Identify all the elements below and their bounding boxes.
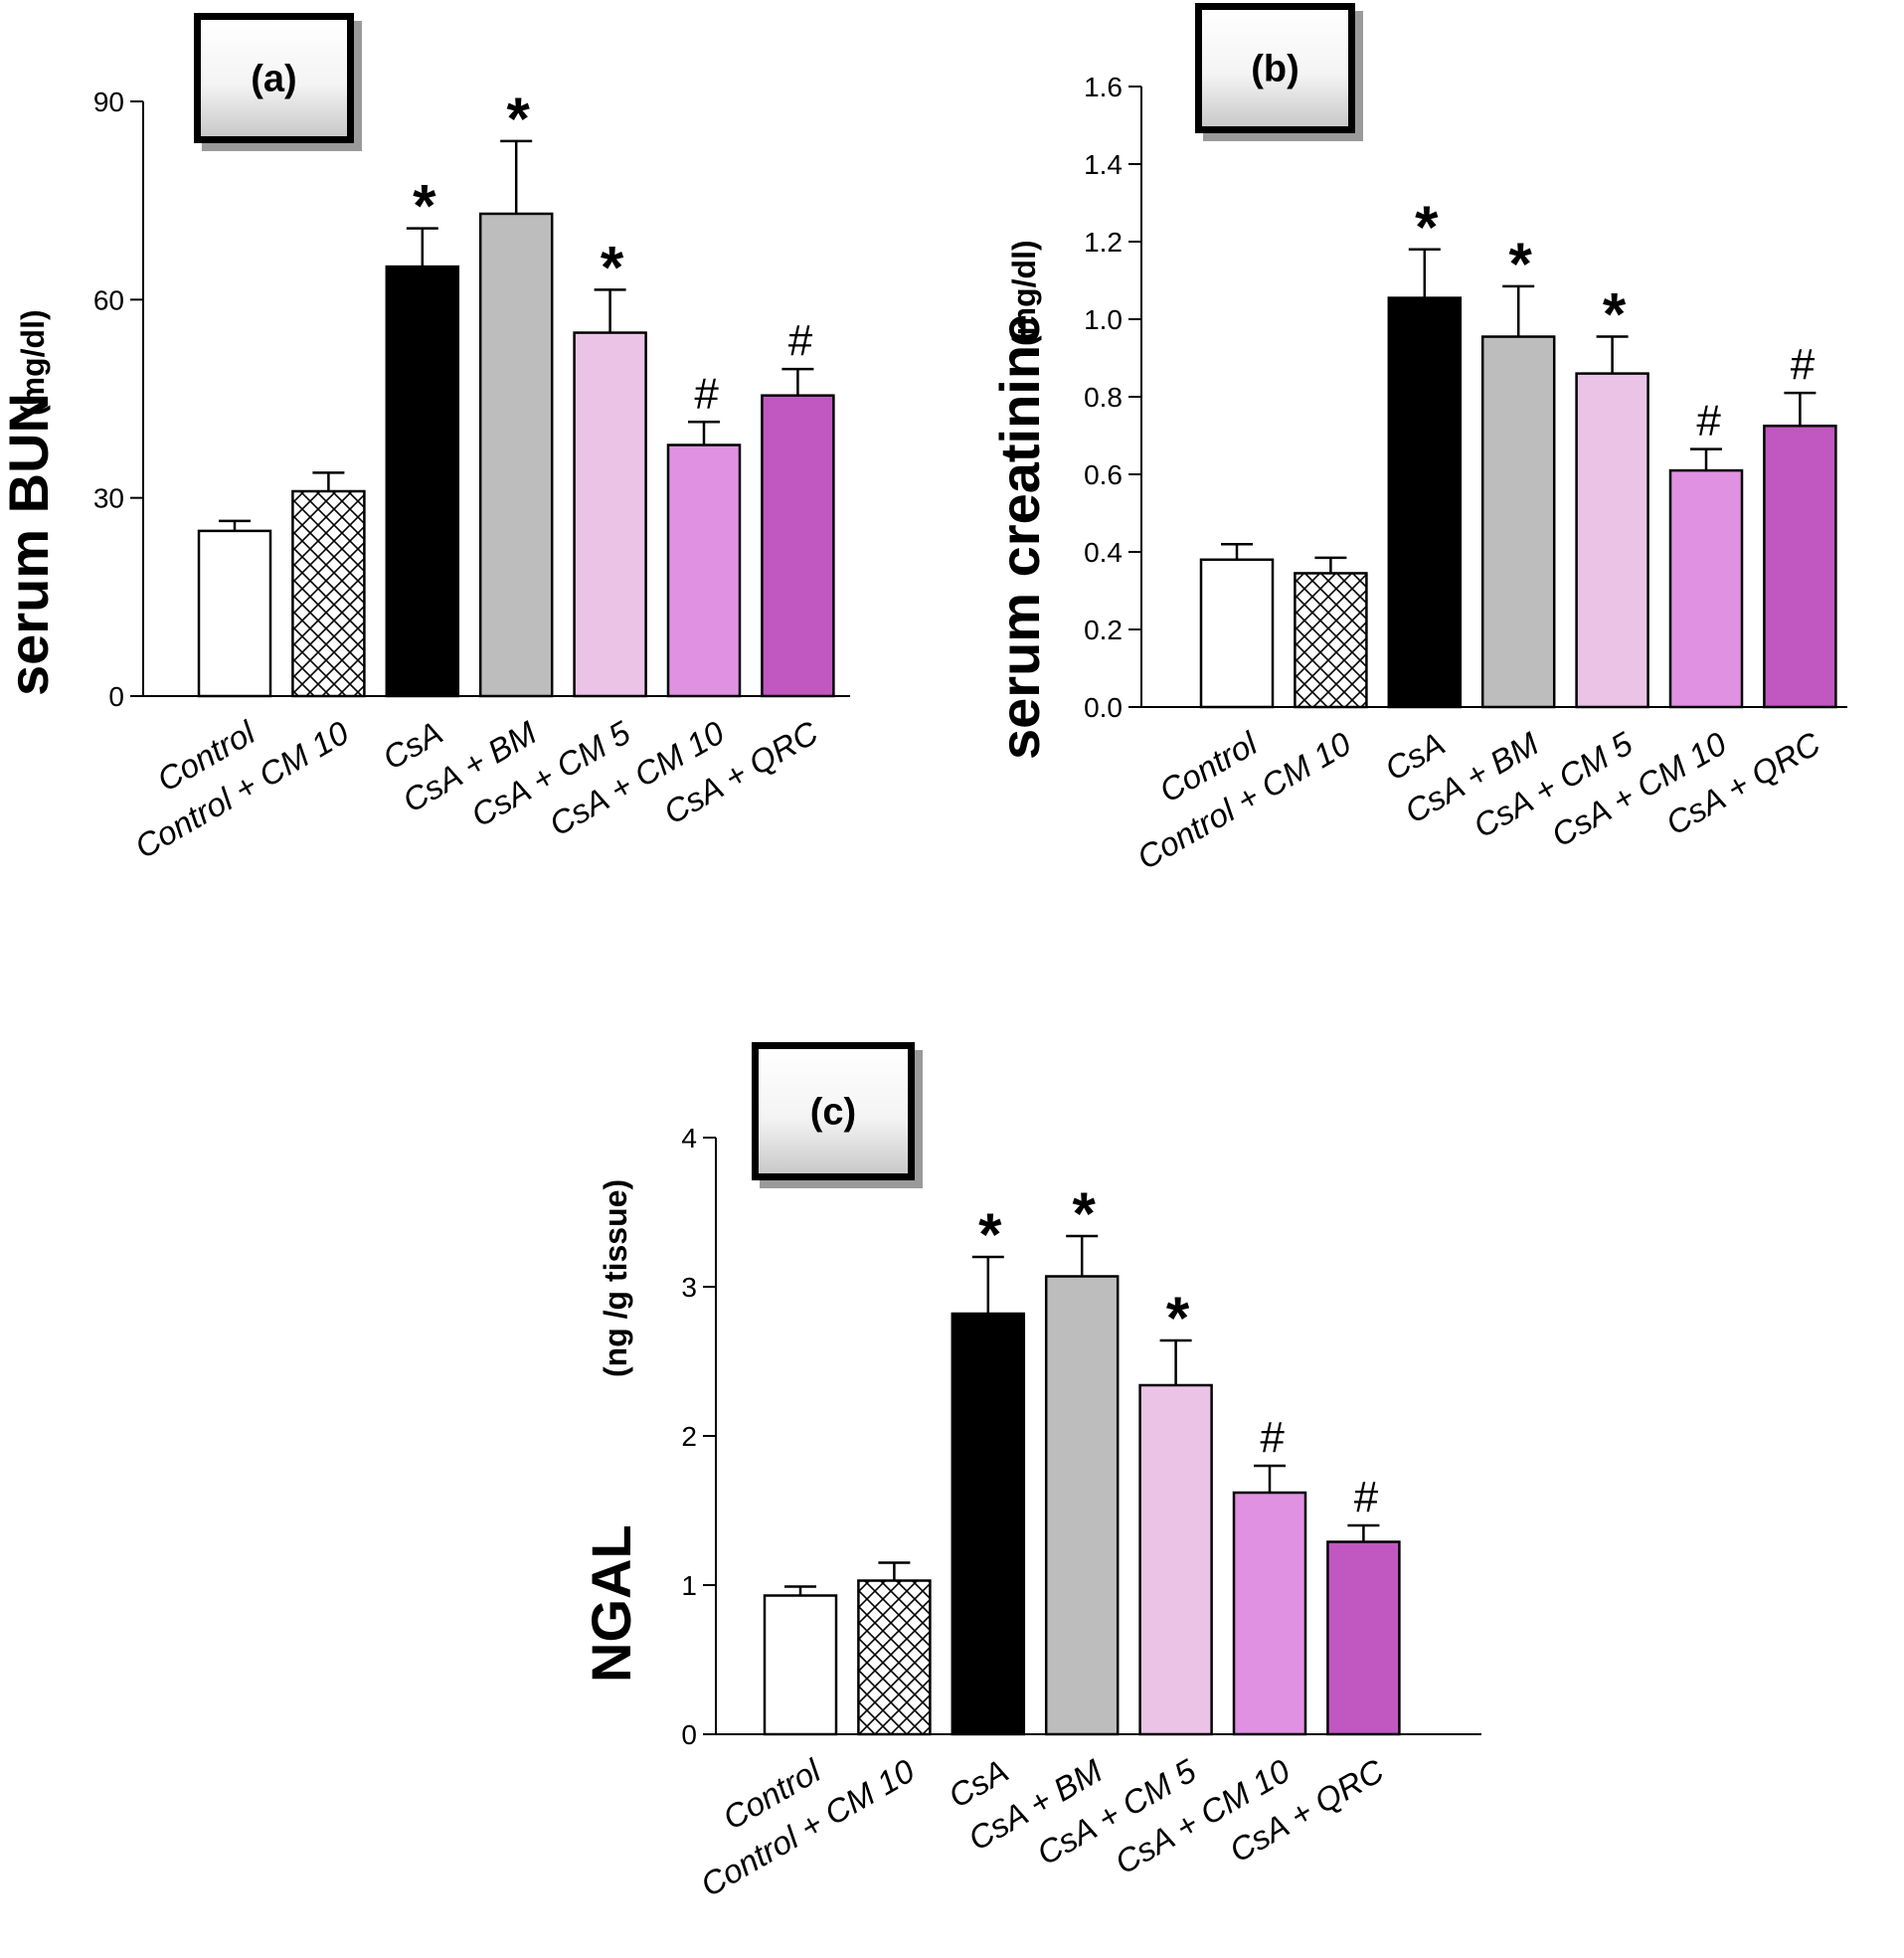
bar xyxy=(1575,372,1649,709)
y-axis-unit: (mg/dl) xyxy=(15,309,51,416)
y-tick-label: 1.0 xyxy=(1084,304,1123,335)
panel-label-box xyxy=(201,20,347,136)
y-tick-label: 30 xyxy=(93,483,124,514)
y-tick-label: 3 xyxy=(681,1272,697,1303)
y-axis-unit: (mg/dl) xyxy=(1006,240,1042,346)
y-tick-label: 0.8 xyxy=(1084,382,1123,413)
significance-star: * xyxy=(1415,194,1439,261)
bar xyxy=(666,444,742,698)
panel-label: (c) xyxy=(810,1092,856,1134)
bar xyxy=(573,331,647,698)
significance-hash: # xyxy=(1696,397,1721,445)
panel-label-box xyxy=(759,1049,908,1173)
bar xyxy=(761,394,835,698)
significance-hash: # xyxy=(1790,340,1815,389)
significance-star: * xyxy=(1509,231,1533,297)
significance-star: * xyxy=(601,234,624,300)
y-tick-label: 0.0 xyxy=(1084,692,1123,723)
y-axis-title: serum BUN xyxy=(0,393,60,696)
y-tick-label: 2 xyxy=(681,1421,697,1452)
y-tick-label: 0 xyxy=(108,681,124,712)
y-tick-label: 1.4 xyxy=(1084,149,1123,180)
bar xyxy=(1387,296,1463,709)
significance-star: * xyxy=(1073,1180,1097,1247)
bar xyxy=(1199,558,1275,709)
bar xyxy=(1480,335,1556,709)
y-tick-label: 1 xyxy=(681,1570,697,1601)
panel-label-box xyxy=(1202,10,1348,126)
significance-star: * xyxy=(507,86,531,152)
y-tick-label: 0.6 xyxy=(1084,459,1123,490)
bar xyxy=(763,1594,838,1736)
significance-hash: # xyxy=(787,316,812,365)
significance-hash: # xyxy=(1260,1413,1285,1462)
significance-star: * xyxy=(1603,281,1627,348)
bar xyxy=(1138,1383,1213,1736)
significance-star: * xyxy=(413,173,436,240)
significance-hash: # xyxy=(694,369,719,418)
y-tick-label: 1.2 xyxy=(1084,227,1123,258)
bar xyxy=(857,1579,932,1736)
bar xyxy=(291,489,366,698)
bar xyxy=(1232,1491,1307,1736)
bar xyxy=(1294,572,1368,709)
y-tick-label: 0 xyxy=(681,1719,697,1750)
y-tick-label: 0.2 xyxy=(1084,615,1123,645)
y-axis-title: NGAL xyxy=(580,1524,642,1683)
panel-label: (a) xyxy=(251,59,296,100)
significance-star: * xyxy=(978,1201,1002,1268)
bar xyxy=(1668,468,1744,709)
bar xyxy=(197,529,272,698)
y-tick-label: 4 xyxy=(681,1123,697,1154)
y-tick-label: 1.6 xyxy=(1084,72,1123,102)
bar xyxy=(951,1312,1026,1736)
bar xyxy=(1326,1540,1401,1736)
bar xyxy=(478,212,554,698)
y-tick-label: 0.4 xyxy=(1084,537,1123,568)
y-axis-title: serum creatinine xyxy=(988,314,1051,760)
y-tick-label: 60 xyxy=(93,284,124,315)
bar xyxy=(1044,1275,1120,1736)
significance-hash: # xyxy=(1353,1473,1378,1521)
y-tick-label: 90 xyxy=(93,87,124,117)
bar xyxy=(1763,425,1837,709)
panel-label: (b) xyxy=(1251,49,1299,90)
panel-b: (b) 0.0 0.2 0.4 0.6 0.8 1.0 1.2 1.4 1.6 serum crea… xyxy=(988,3,1847,876)
significance-star: * xyxy=(1166,1285,1190,1351)
bar xyxy=(385,265,460,698)
y-axis-unit: (ng /g tissue) xyxy=(598,1179,633,1377)
